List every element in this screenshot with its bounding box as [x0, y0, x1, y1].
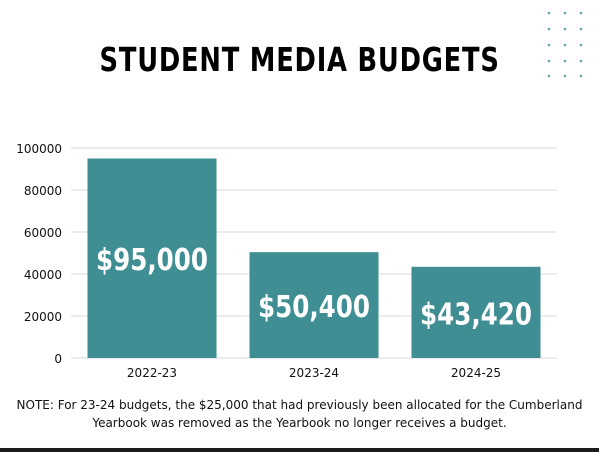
y-tick-label: 80000 — [24, 184, 62, 198]
chart-title: STUDENT MEDIA BUDGETS — [99, 40, 500, 79]
bar-data-label: $95,000 — [96, 244, 208, 278]
bottom-divider — [0, 448, 599, 452]
chart-note: NOTE: For 23-24 budgets, the $25,000 tha… — [16, 398, 583, 430]
x-tick-label: 2023-24 — [289, 366, 339, 380]
y-tick-label: 60000 — [24, 226, 62, 240]
y-tick-label: 100000 — [16, 142, 62, 156]
bar — [249, 252, 379, 358]
bar-data-label: $43,420 — [420, 298, 532, 332]
bar-chart: 0 20000 40000 60000 80000 100000 $95,000 2022-2… — [16, 142, 557, 380]
bar — [411, 266, 541, 358]
y-tick-label: 20000 — [24, 310, 62, 324]
x-tick-label: 2024-25 — [451, 366, 501, 380]
bar — [87, 158, 217, 358]
y-tick-label: 0 — [54, 352, 62, 366]
y-tick-label: 40000 — [24, 268, 62, 282]
bar-data-label: $50,400 — [258, 291, 370, 325]
dot-grid-decoration — [547, 11, 583, 78]
x-tick-label: 2022-23 — [127, 366, 177, 380]
